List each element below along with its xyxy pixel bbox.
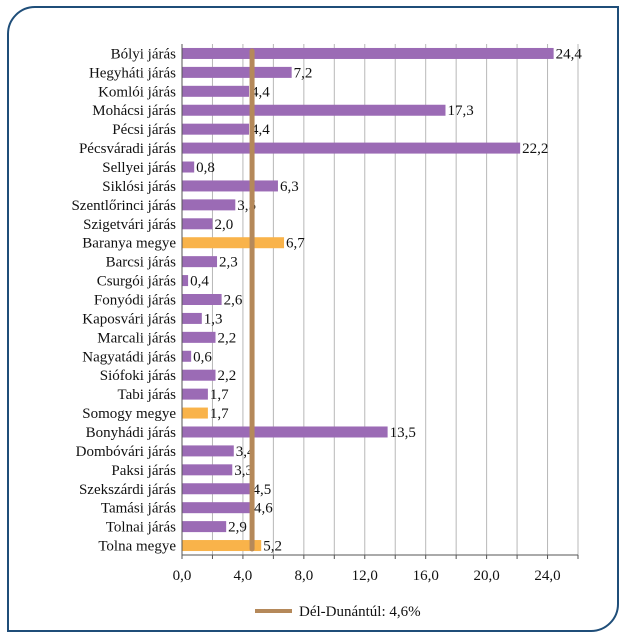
data-label: 0,4 (190, 274, 209, 290)
category-label: Mohácsi járás (92, 103, 176, 119)
gridlines (211, 44, 579, 555)
bar (182, 47, 554, 59)
legend-label: Dél-Dunántúl: 4,6% (299, 604, 421, 620)
bar (182, 123, 250, 135)
bar (182, 161, 195, 173)
category-label: Dombóvári járás (76, 444, 177, 460)
data-label: 1,7 (210, 387, 229, 403)
data-label: 7,2 (294, 65, 313, 81)
category-label: Baranya megye (82, 236, 176, 252)
legend: Dél-Dunántúl: 4,6% (255, 604, 421, 620)
bar (182, 502, 253, 514)
data-label: 0,8 (196, 160, 215, 176)
data-label: 24,4 (556, 46, 583, 62)
category-label: Barcsi járás (106, 255, 177, 271)
category-label: Tamási járás (101, 501, 176, 517)
data-label: 2,6 (224, 293, 243, 309)
x-tick-label: 4,0 (234, 568, 253, 584)
bar (182, 85, 250, 97)
x-tick-label: 8,0 (294, 568, 313, 584)
data-label: 2,0 (214, 217, 233, 233)
bar (182, 407, 208, 419)
category-label: Sellyei járás (102, 160, 176, 176)
bar (182, 199, 236, 211)
x-tick-label: 24,0 (534, 568, 560, 584)
bar (182, 66, 292, 78)
x-tick-label: 16,0 (413, 568, 439, 584)
bar (182, 142, 521, 154)
data-label: 0,6 (193, 349, 212, 365)
data-label: 13,5 (390, 425, 416, 441)
data-label: 2,2 (218, 368, 237, 384)
bar (182, 312, 202, 324)
x-tick-label: 12,0 (352, 568, 378, 584)
bar (182, 540, 262, 552)
bar (182, 256, 218, 268)
data-label: 3,3 (234, 463, 253, 479)
data-label: 22,2 (522, 141, 548, 157)
category-label: Marcali járás (97, 330, 176, 346)
category-label: Pécsi járás (112, 122, 176, 138)
bar (182, 294, 222, 305)
category-label: Szigetvári járás (83, 217, 176, 233)
data-label: 1,7 (210, 406, 229, 422)
data-label: 4,4 (251, 84, 270, 100)
bar (182, 104, 446, 116)
bar (182, 218, 213, 230)
bar (182, 275, 189, 287)
category-label: Kaposvári járás (82, 311, 176, 327)
category-label: Bonyhádi járás (86, 425, 177, 441)
category-label: Hegyháti járás (89, 65, 176, 81)
category-label: Tabi járás (117, 387, 176, 403)
category-label: Siófoki járás (100, 368, 176, 384)
bar (182, 464, 233, 476)
category-label: Somogy megye (82, 406, 176, 422)
bar (182, 483, 251, 495)
x-tick-label: 0,0 (173, 568, 192, 584)
x-tick-label: 20,0 (473, 568, 499, 584)
data-label: 4,6 (254, 501, 273, 517)
category-label: Bólyi járás (111, 46, 177, 62)
bar (182, 237, 285, 249)
category-label: Siklósi járás (102, 179, 176, 195)
data-label: 1,3 (204, 311, 223, 327)
data-label: 17,3 (447, 103, 473, 119)
category-label: Tolna megye (98, 539, 176, 555)
category-label: Fonyódi járás (94, 293, 176, 309)
value-labels: 24,47,24,417,34,422,20,86,33,52,06,72,30… (190, 46, 582, 554)
category-label: Pécsváradi járás (79, 141, 176, 157)
bar (182, 369, 216, 381)
bar (182, 521, 227, 533)
category-label: Csurgói járás (97, 274, 176, 290)
bar (182, 445, 234, 457)
category-labels: Bólyi járás Hegyháti járás Komlói járás Moh… (71, 46, 176, 554)
data-label: 2,3 (219, 255, 238, 271)
bar (182, 388, 208, 400)
category-label: Szentlőrinci járás (71, 198, 176, 214)
data-label: 6,3 (280, 179, 299, 195)
category-label: Tolnai járás (106, 520, 176, 536)
category-label: Komlói járás (98, 84, 176, 100)
category-label: Nagyatádi járás (82, 349, 176, 365)
data-label: 4,5 (253, 482, 272, 498)
data-label: 4,4 (251, 122, 270, 138)
bar (182, 331, 216, 343)
data-label: 2,2 (218, 330, 237, 346)
category-label: Szekszárdi járás (79, 482, 176, 498)
bar (182, 426, 388, 438)
bar (182, 350, 192, 362)
bars (182, 47, 554, 552)
category-label: Paksi járás (111, 463, 176, 479)
bar (182, 180, 278, 192)
x-axis: 0,0 4,0 8,0 12,0 16,0 20,0 24,0 (173, 44, 579, 584)
data-label: 6,7 (286, 236, 305, 252)
data-label: 2,9 (228, 520, 247, 536)
data-label: 5,2 (263, 539, 282, 555)
